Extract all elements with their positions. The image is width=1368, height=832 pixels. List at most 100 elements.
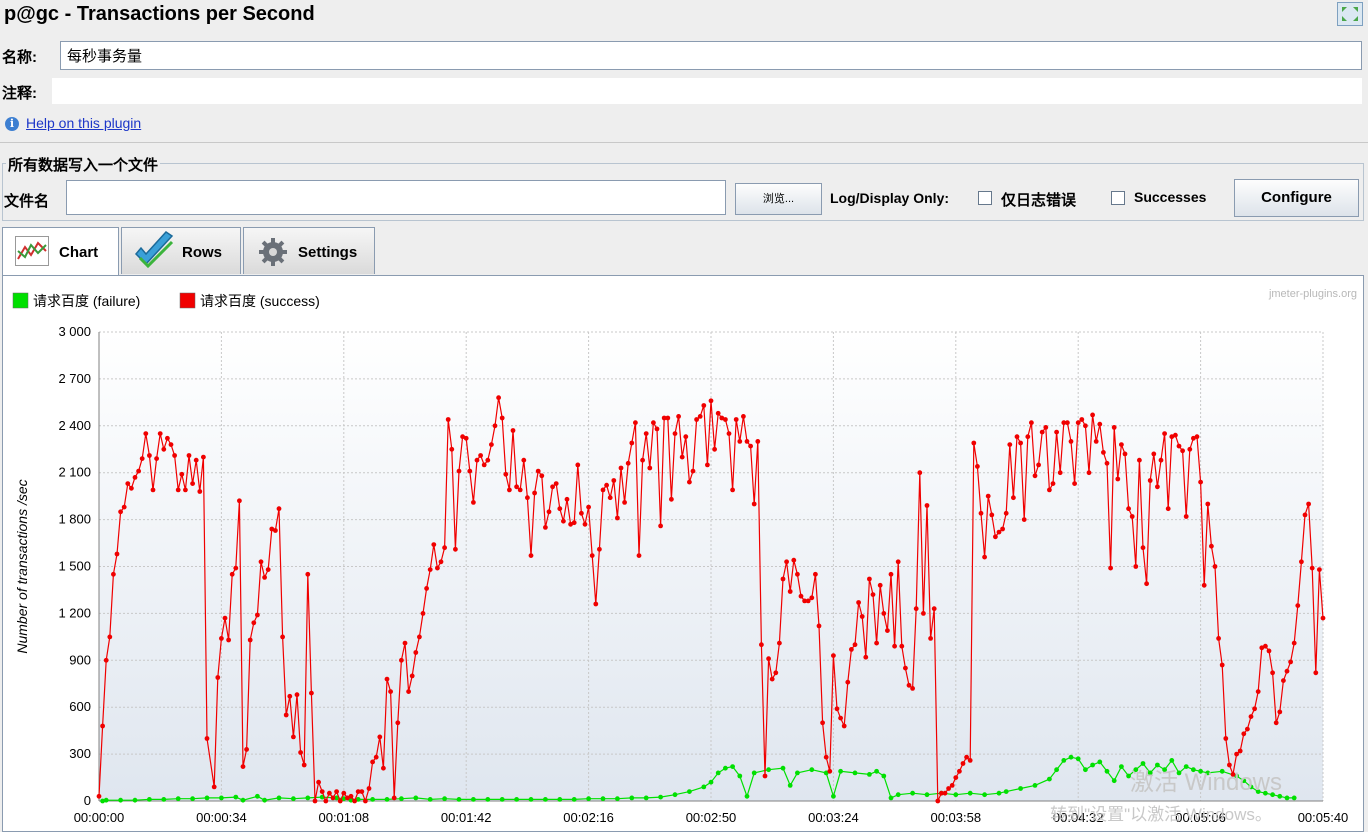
data-point	[1169, 758, 1175, 763]
tab-rows[interactable]: Rows	[121, 227, 241, 274]
data-point	[1288, 659, 1293, 665]
data-point	[1205, 770, 1211, 776]
data-point	[1173, 432, 1178, 438]
data-point	[946, 786, 951, 791]
data-point	[276, 795, 282, 801]
data-point	[334, 795, 339, 801]
data-point	[1061, 758, 1067, 763]
data-point	[406, 689, 411, 694]
data-point	[1180, 448, 1185, 454]
activation-watermark-title: 激活 Windows	[1130, 769, 1282, 796]
data-point	[863, 654, 869, 660]
data-point	[953, 775, 959, 780]
data-point	[640, 457, 645, 463]
data-point	[377, 734, 383, 740]
tab-settings[interactable]: Settings	[243, 227, 375, 274]
data-point	[874, 640, 879, 646]
activation-watermark-sub: 转到"设置"以激活 Windows。	[1050, 805, 1272, 824]
data-point	[751, 501, 757, 507]
data-point	[1212, 564, 1218, 569]
data-point	[795, 770, 800, 776]
configure-button[interactable]: Configure	[1234, 179, 1359, 217]
data-point	[334, 789, 339, 794]
data-point	[503, 471, 509, 477]
checkmark-icon	[134, 231, 174, 269]
filename-field[interactable]	[66, 180, 726, 215]
data-point	[1111, 425, 1117, 430]
data-point	[1198, 479, 1203, 485]
data-point	[438, 559, 444, 565]
data-point	[388, 689, 393, 694]
data-point	[507, 487, 512, 493]
data-point	[604, 482, 609, 488]
y-tick-label: 2 100	[58, 465, 91, 480]
comment-field[interactable]	[52, 78, 1362, 104]
data-point	[823, 770, 829, 776]
maximize-icon[interactable]	[1337, 2, 1363, 26]
data-point	[856, 600, 861, 605]
successes-checkbox[interactable]	[1111, 191, 1125, 205]
data-point	[571, 520, 577, 526]
data-point	[240, 797, 246, 803]
data-point	[838, 715, 843, 721]
data-point	[255, 793, 260, 799]
data-point	[1219, 768, 1225, 774]
data-point	[1119, 442, 1124, 447]
data-point	[1101, 450, 1106, 455]
tab-chart-label: Chart	[59, 244, 99, 261]
data-point	[615, 796, 620, 802]
data-point	[251, 620, 257, 626]
data-point	[1252, 706, 1257, 712]
successes-label: Successes	[1134, 189, 1207, 205]
data-point	[780, 765, 786, 771]
help-link-text[interactable]: Help on this plugin	[26, 115, 142, 131]
data-point	[687, 789, 692, 794]
data-point	[1018, 786, 1023, 791]
data-point	[1011, 495, 1016, 501]
data-point	[726, 431, 732, 436]
data-point	[910, 790, 915, 796]
data-point	[190, 481, 196, 486]
series-failure	[100, 754, 1297, 804]
name-field[interactable]: 每秒事务量	[60, 41, 1362, 70]
data-point	[1133, 564, 1139, 569]
data-point	[211, 784, 217, 790]
data-point	[679, 454, 685, 460]
data-point	[1248, 714, 1254, 719]
data-point	[1083, 423, 1088, 429]
data-point	[586, 796, 591, 802]
data-point	[1054, 429, 1059, 435]
x-tick-label: 00:01:42	[441, 810, 492, 825]
name-label: 名称:	[2, 49, 37, 66]
data-point	[888, 571, 894, 577]
data-point	[607, 495, 613, 501]
data-point	[442, 545, 447, 551]
help-link[interactable]: Help on this plugin	[26, 115, 141, 131]
chart-panel: jmeter-plugins.org 请求百度 (failure) 请求百度 (s…	[2, 275, 1364, 832]
errors-only-checkbox[interactable]	[978, 191, 992, 205]
data-point	[921, 611, 926, 616]
data-point	[229, 571, 235, 577]
data-point	[1266, 648, 1272, 654]
data-point	[1090, 762, 1095, 768]
data-point	[672, 431, 678, 436]
data-point	[118, 797, 123, 803]
data-point	[381, 765, 386, 771]
data-point	[1054, 767, 1059, 773]
tps-chart: jmeter-plugins.org 请求百度 (failure) 请求百度 (s…	[12, 288, 1357, 825]
series-line	[98, 397, 1324, 803]
data-point	[247, 637, 253, 643]
legend-label: 请求百度 (failure)	[33, 293, 140, 309]
data-point	[802, 598, 807, 604]
browse-button[interactable]: 浏览...	[735, 183, 822, 215]
data-point	[114, 551, 120, 557]
data-point	[139, 456, 145, 461]
data-point	[787, 589, 793, 594]
data-point	[121, 504, 127, 510]
data-point	[283, 712, 289, 718]
data-point	[1270, 670, 1275, 676]
data-point	[831, 653, 836, 658]
data-point	[111, 571, 116, 577]
tab-chart[interactable]: Chart	[2, 227, 119, 278]
data-point	[262, 575, 267, 580]
